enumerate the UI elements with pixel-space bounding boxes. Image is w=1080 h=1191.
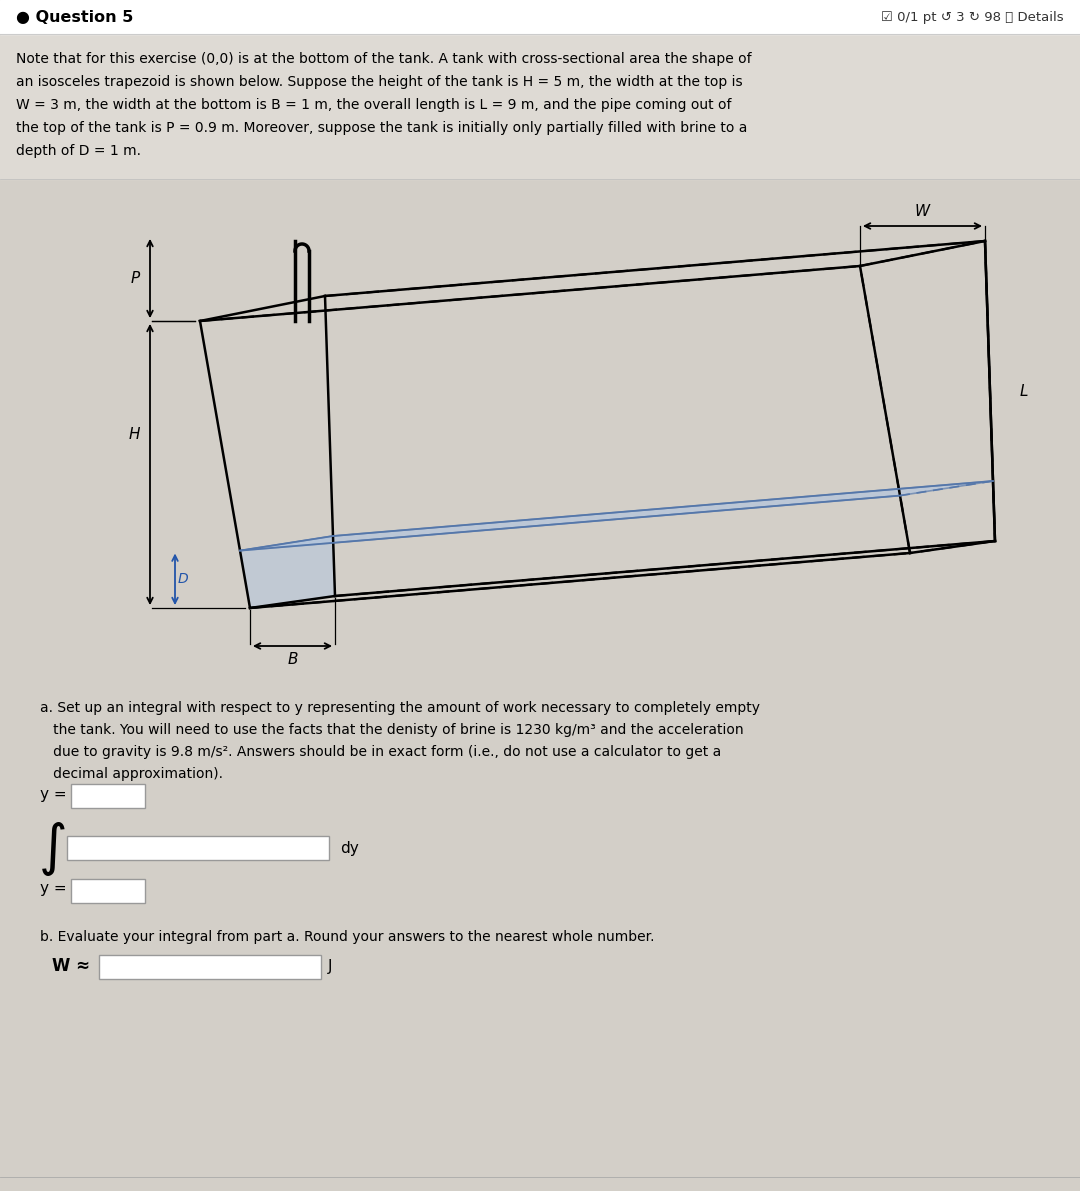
Text: W: W [915,205,930,219]
Text: dy: dy [340,841,359,855]
Text: due to gravity is 9.8 m/s². Answers should be in exact form (i.e., do not use a : due to gravity is 9.8 m/s². Answers shou… [40,746,721,759]
Text: b. Evaluate your integral from part a. Round your answers to the nearest whole n: b. Evaluate your integral from part a. R… [40,930,654,944]
FancyBboxPatch shape [67,836,329,860]
Text: Note that for this exercise (0,0) is at the bottom of the tank. A tank with cros: Note that for this exercise (0,0) is at … [16,52,752,66]
Text: decimal approximation).: decimal approximation). [40,767,222,781]
Bar [0,0,1080,35]
FancyBboxPatch shape [71,784,145,807]
Text: W ≈: W ≈ [52,958,90,975]
Text: B: B [287,653,298,667]
Polygon shape [240,536,335,607]
Text: H: H [129,428,140,442]
FancyBboxPatch shape [99,955,321,979]
Text: W = 3 m, the width at the bottom is B = 1 m, the overall length is L = 9 m, and : W = 3 m, the width at the bottom is B = … [16,98,731,112]
Text: $\int$: $\int$ [38,819,66,878]
Text: y =: y = [40,786,67,802]
Text: depth of D = 1 m.: depth of D = 1 m. [16,144,141,158]
Text: J: J [328,959,333,973]
Text: the top of the tank is P = 0.9 m. Moreover, suppose the tank is initially only p: the top of the tank is P = 0.9 m. Moreov… [16,121,747,135]
Text: ● Question 5: ● Question 5 [16,10,133,25]
Text: a. Set up an integral with respect to y representing the amount of work necessar: a. Set up an integral with respect to y … [40,701,760,715]
Text: P: P [131,272,140,286]
Text: an isosceles trapezoid is shown below. Suppose the height of the tank is H = 5 m: an isosceles trapezoid is shown below. S… [16,75,743,89]
Polygon shape [240,481,993,550]
Text: y =: y = [40,881,67,897]
Text: ☑ 0/1 pt ↺ 3 ↻ 98 ⓘ Details: ☑ 0/1 pt ↺ 3 ↻ 98 ⓘ Details [881,11,1064,24]
Text: the tank. You will need to use the facts that the denisty of brine is 1230 kg/m³: the tank. You will need to use the facts… [40,723,744,737]
Text: D: D [178,573,189,586]
FancyBboxPatch shape [71,879,145,903]
Text: L: L [1020,384,1028,399]
Bar [0,35,1080,179]
